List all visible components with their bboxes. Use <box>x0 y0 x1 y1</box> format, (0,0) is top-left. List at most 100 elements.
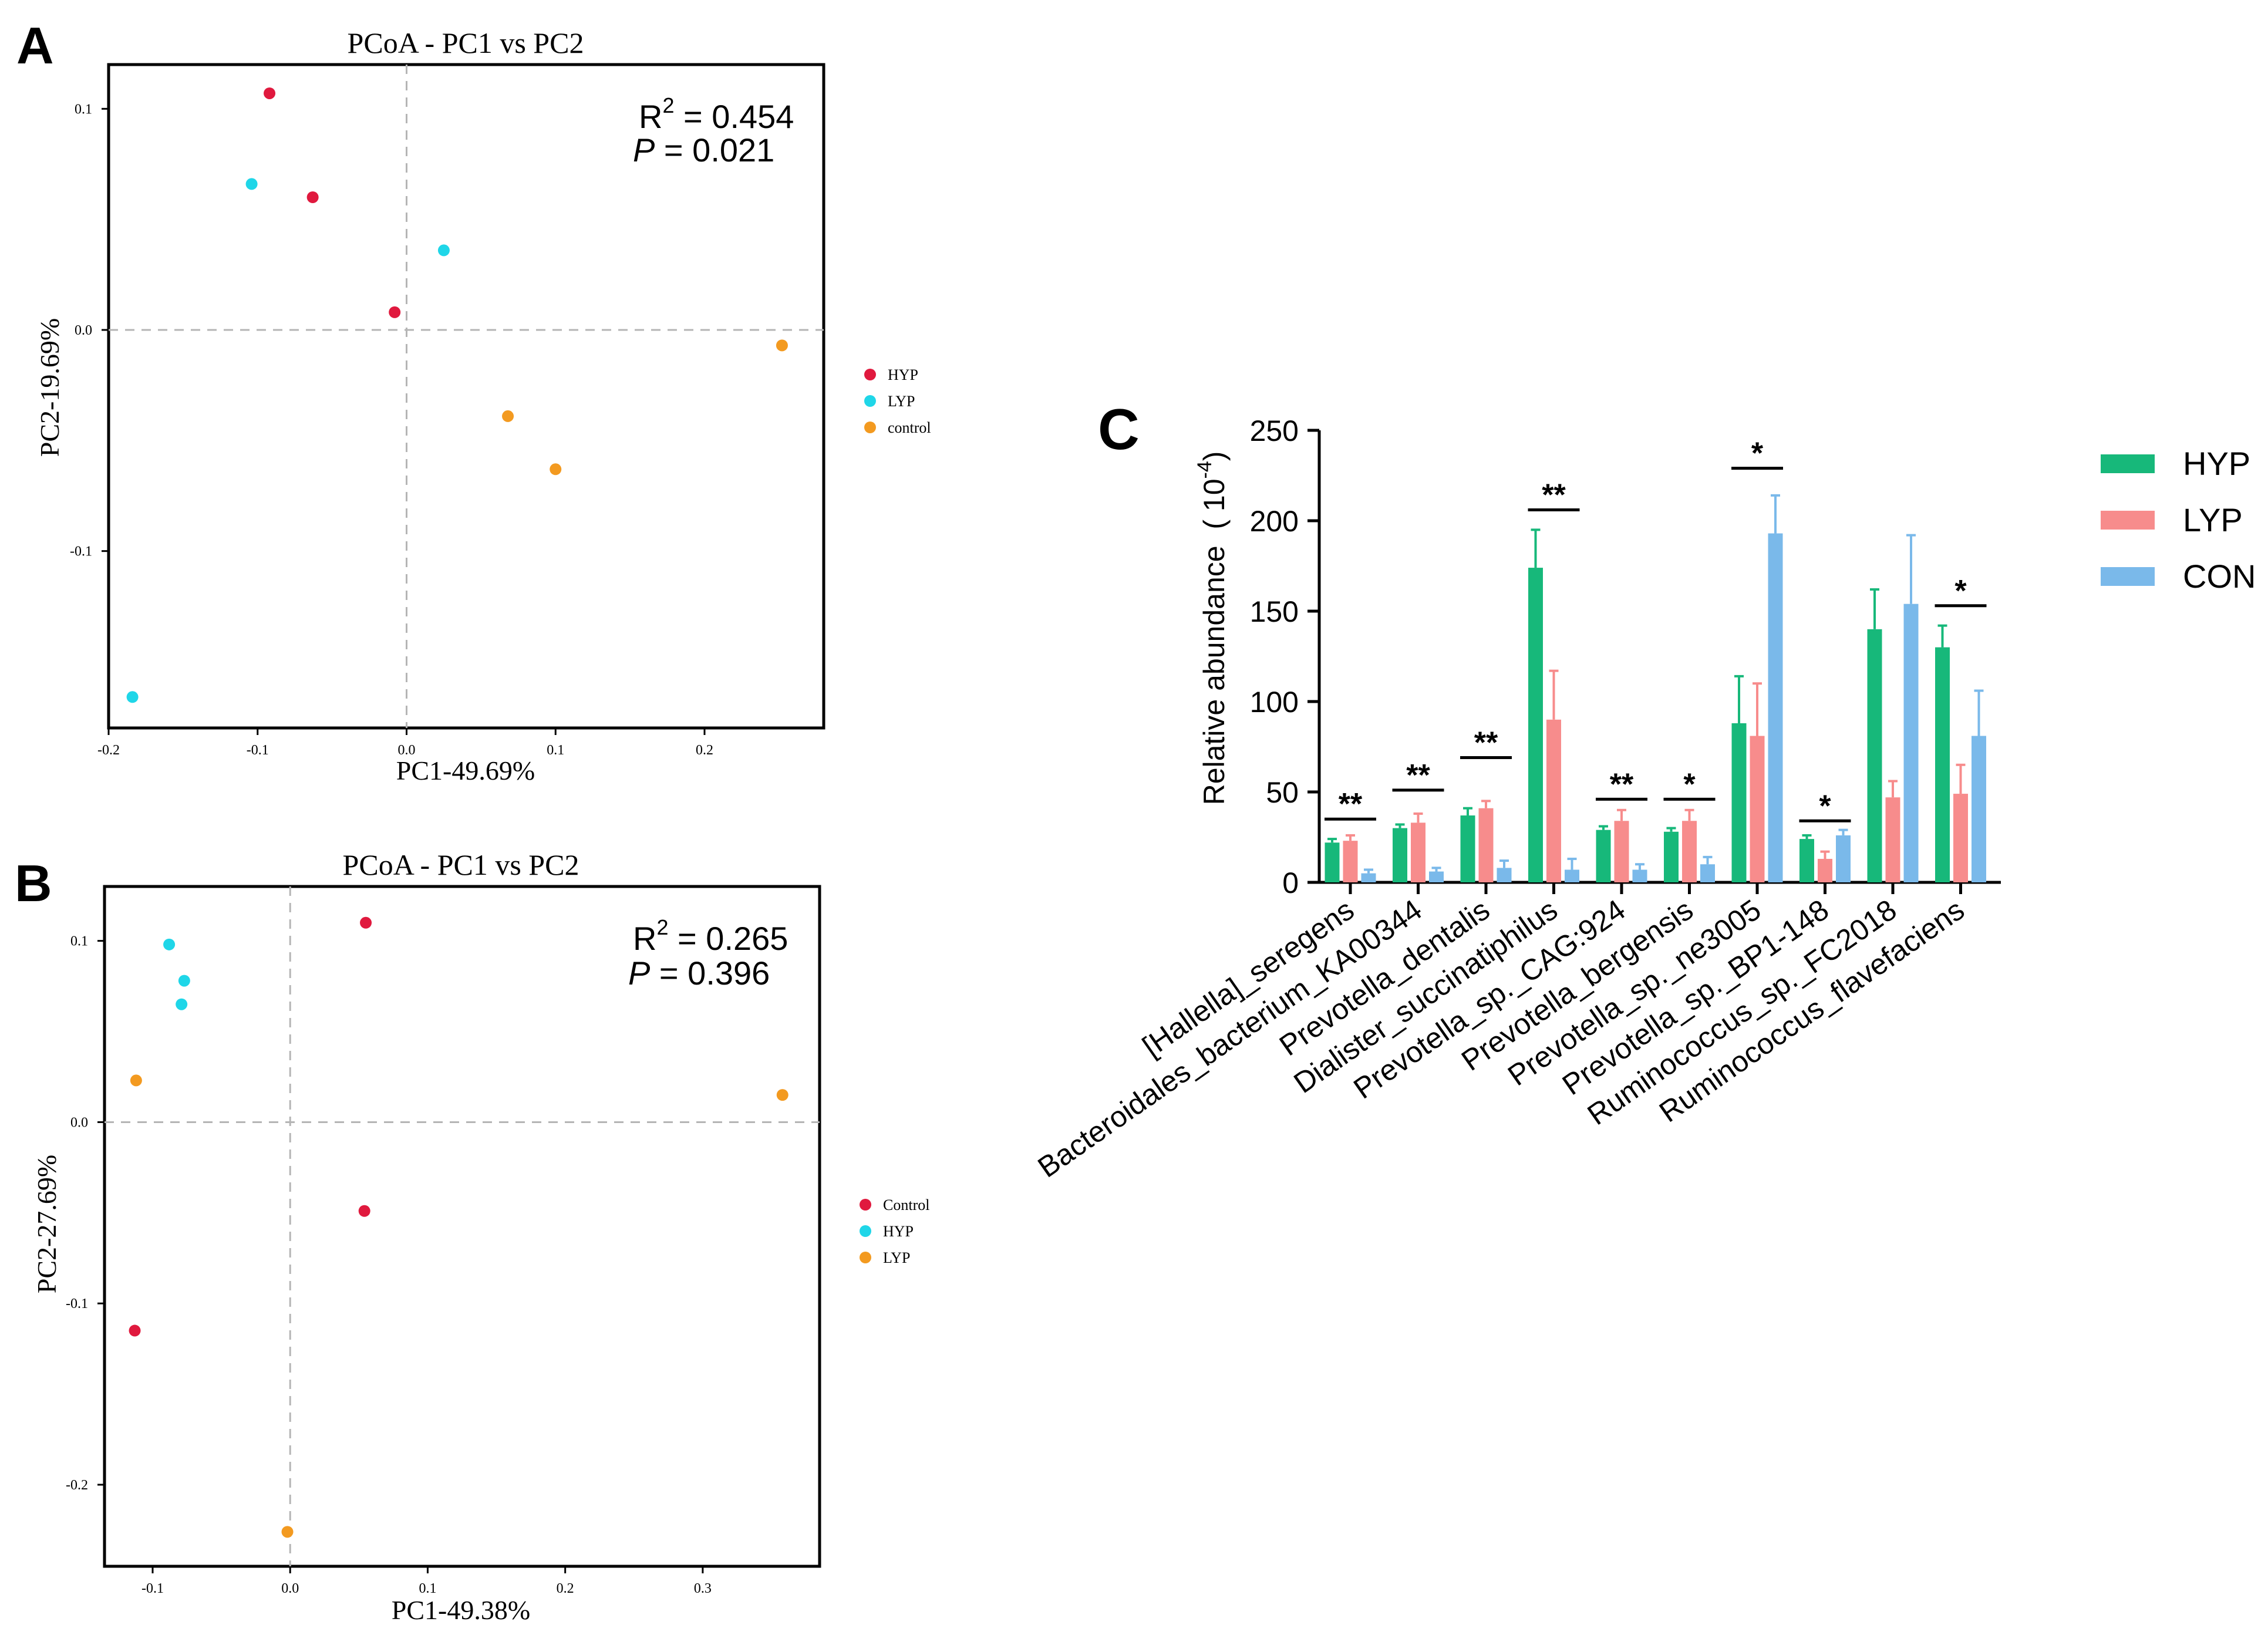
point-control <box>776 339 788 352</box>
x-tick-label: 0.2 <box>557 1581 574 1596</box>
bar-con <box>1972 736 1986 882</box>
bar-lyp <box>1343 841 1358 882</box>
bar-hyp <box>1528 568 1543 882</box>
significance-label: * <box>1751 437 1764 471</box>
panel-a-points <box>126 87 788 703</box>
panel-a-r2-sup: 2 <box>662 93 674 117</box>
significance-label: ** <box>1610 767 1634 801</box>
bar-lyp <box>1546 719 1561 882</box>
panel-b-r2-stat: R2 = 0.265 <box>633 915 788 957</box>
point-lyp <box>126 691 139 703</box>
x-tick-label: -0.1 <box>141 1581 164 1596</box>
panel-a-x-label: PC1-49.69% <box>396 756 535 785</box>
panel-a-legend: HYP LYP control <box>864 366 931 436</box>
x-tick-label: 0.0 <box>281 1581 299 1596</box>
panel-c-significance: ********** **** <box>1325 437 1987 823</box>
panel-b-x-ticks: -0.1 0.0 0.1 0.2 0.3 <box>141 1566 712 1596</box>
bar-con <box>1903 604 1919 882</box>
bar-hyp <box>1393 828 1407 882</box>
point-hyp <box>178 975 190 987</box>
point-lyp <box>130 1074 142 1087</box>
legend-label-control: control <box>888 419 931 436</box>
y-tick-label: 0.0 <box>70 1115 88 1130</box>
panel-a-r2-stat: R2 = 0.454 <box>639 93 794 135</box>
x-tick-label: 0.1 <box>419 1581 436 1596</box>
panel-b-title: PCoA - PC1 vs PC2 <box>343 848 579 881</box>
bar-lyp <box>1411 822 1425 882</box>
point-lyp <box>437 244 450 257</box>
point-hyp <box>264 87 276 99</box>
panel-c-legend: HYP LYP CON <box>2101 445 2256 595</box>
point-control <box>129 1324 141 1337</box>
bar-lyp <box>1818 858 1832 882</box>
x-tick-label: 0.0 <box>398 743 416 758</box>
panel-a-p-stat: P = 0.021 <box>633 132 774 168</box>
bar-lyp <box>1614 821 1629 882</box>
bar-hyp <box>1731 723 1747 882</box>
panel-b-legend: Control HYP LYP <box>860 1196 929 1266</box>
legend-label-lyp: LYP <box>888 393 915 410</box>
legend-marker-control <box>864 422 876 433</box>
point-control <box>502 410 514 422</box>
significance-label: * <box>1954 574 1967 608</box>
significance-label: * <box>1683 767 1696 801</box>
bar-hyp <box>1325 842 1340 882</box>
panel-a-label: A <box>16 16 54 75</box>
panel-c-label: C <box>1098 397 1140 461</box>
significance-label: ** <box>1339 787 1363 821</box>
y-tick-label: 0.0 <box>75 323 92 338</box>
bar-hyp <box>1596 830 1611 882</box>
bar-con <box>1836 835 1851 882</box>
legend-marker-hyp <box>864 369 876 380</box>
legend-label-hyp: HYP <box>2183 445 2250 482</box>
significance-label: ** <box>1542 478 1566 513</box>
panel-c-y-label-close: ) <box>1198 451 1231 461</box>
panel-a-p-value: = 0.021 <box>655 132 774 168</box>
panel-b-x-label: PC1-49.38% <box>392 1595 530 1625</box>
panel-c-y-label-sup: -4 <box>1194 461 1216 478</box>
x-tick-label: -0.2 <box>97 743 120 758</box>
panel-b-p-value: = 0.396 <box>650 955 770 992</box>
panel-b-r2-value: = 0.265 <box>668 920 788 957</box>
panel-b-y-label: PC2-27.69% <box>32 1155 62 1293</box>
x-tick-label: 0.3 <box>694 1581 712 1596</box>
y-tick-label: 150 <box>1250 595 1299 628</box>
x-tick-label: 0.2 <box>696 743 713 758</box>
legend-label-control: Control <box>883 1196 929 1213</box>
panel-b-r2-prefix: R <box>633 920 656 957</box>
bar-lyp <box>1682 821 1697 882</box>
bar-con <box>1632 869 1647 882</box>
y-tick-label: 0 <box>1282 867 1299 899</box>
legend-label-lyp: LYP <box>883 1249 911 1266</box>
legend-marker-control <box>860 1199 871 1211</box>
point-hyp <box>389 306 401 318</box>
bar-con <box>1429 871 1444 882</box>
point-control <box>360 916 372 929</box>
x-tick-label: -0.1 <box>247 743 269 758</box>
y-tick-label: -0.1 <box>66 1296 88 1312</box>
panel-c-bars <box>1325 494 1986 882</box>
legend-label-hyp: HYP <box>883 1223 914 1240</box>
y-tick-label: 200 <box>1250 505 1299 538</box>
y-tick-label: 0.1 <box>70 934 88 949</box>
panel-a-plot-frame <box>107 63 825 730</box>
legend-swatch-lyp <box>2101 511 2155 530</box>
panel-a-r2-value: = 0.454 <box>674 98 794 135</box>
panel-c-y-label: Relative abundance ( 10-4) <box>1194 451 1231 805</box>
bar-hyp <box>1664 831 1679 882</box>
legend-swatch-hyp <box>2101 454 2155 473</box>
panel-a: A PCoA - PC1 vs PC2 -0.2 -0.1 0.0 0.1 0.2 -0… <box>16 16 931 785</box>
x-tick-label: 0.1 <box>547 743 564 758</box>
legend-marker-lyp <box>860 1252 871 1263</box>
bar-lyp <box>1750 736 1765 882</box>
bar-con <box>1565 869 1579 882</box>
bar-con <box>1361 873 1376 882</box>
legend-marker-hyp <box>860 1225 871 1237</box>
y-tick-label: 0.1 <box>75 102 92 117</box>
panel-a-zero-lines <box>109 65 824 728</box>
bar-con <box>1497 868 1512 882</box>
panel-a-y-label: PC2-19.69% <box>35 318 65 457</box>
point-lyp <box>281 1526 294 1538</box>
point-hyp <box>306 191 319 203</box>
